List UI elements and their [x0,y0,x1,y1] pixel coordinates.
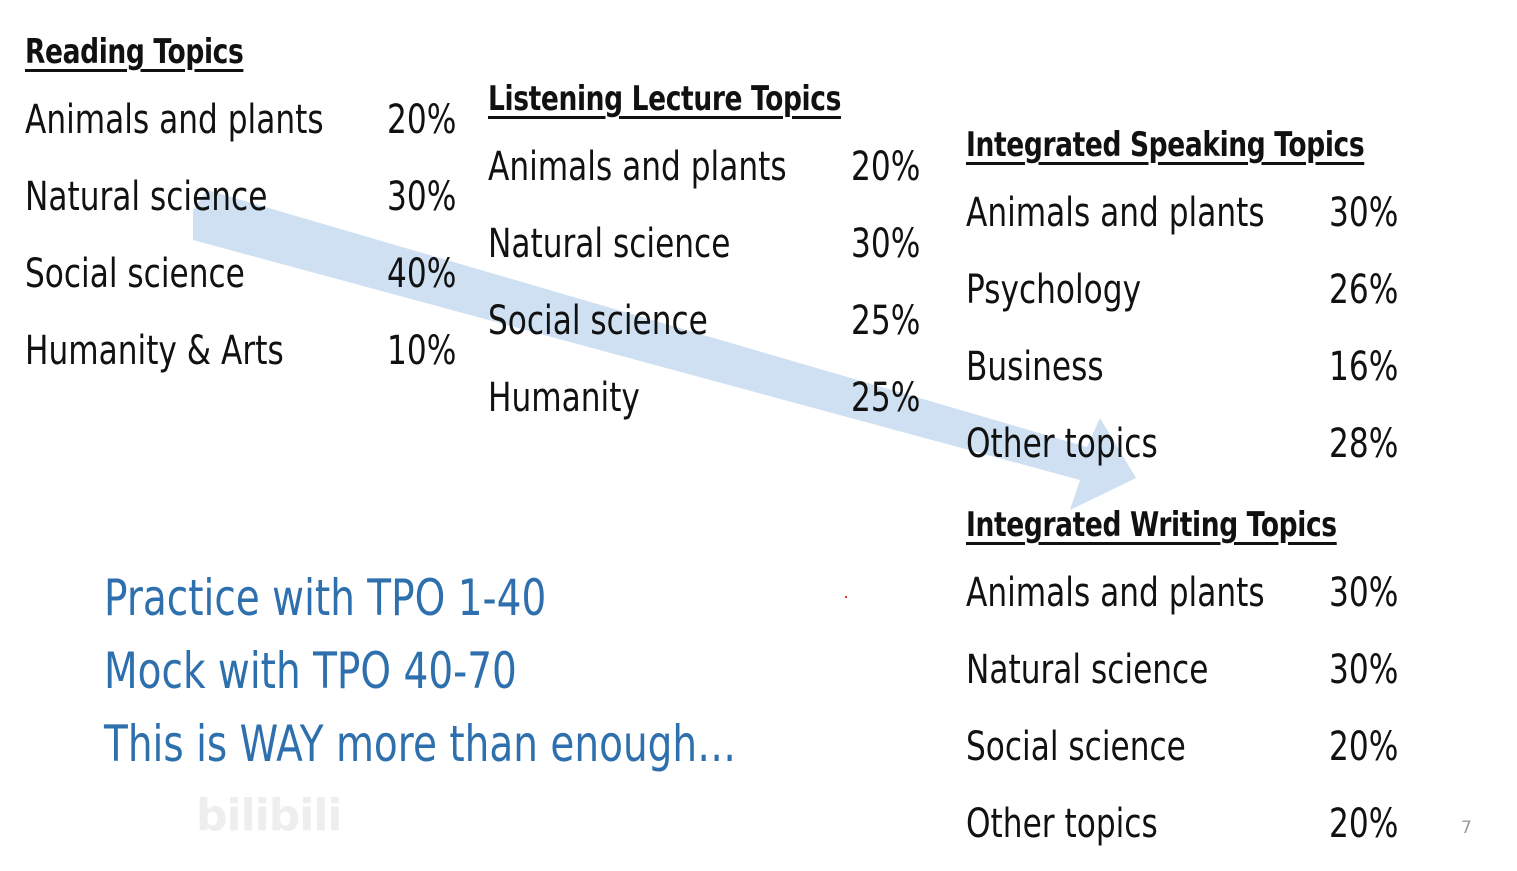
practice-note: Practice with TPO 1-40 Mock with TPO 40-… [104,562,914,781]
list-item: Humanity 25% [488,368,941,445]
list-item: Animals and plants 20% [488,137,941,214]
red-dot-mark [845,596,847,598]
topic-percent: 20% [851,144,921,190]
topic-label: Natural science [488,221,731,267]
topic-label: Animals and plants [966,190,1265,236]
list-item: Business 16% [966,337,1477,414]
topic-percent: 30% [1329,647,1399,693]
list-item: Social science 40% [25,244,456,321]
writing-topics-section: Integrated Writing Topics Animals and pl… [966,503,1441,871]
topic-percent: 20% [387,97,457,143]
listening-topics-section: Listening Lecture Topics Animals and pla… [488,77,941,445]
topic-percent: 30% [387,174,457,220]
list-item: Animals and plants 20% [25,90,456,167]
list-item: Natural science 30% [25,167,456,244]
topic-label: Animals and plants [488,144,787,190]
topic-label: Social science [966,724,1186,770]
list-item: Other topics 28% [966,414,1477,491]
slide-number: 7 [1461,818,1472,838]
note-line: Mock with TPO 40-70 [104,642,517,700]
topic-percent: 16% [1329,344,1399,390]
reading-topics-heading: Reading Topics [25,32,244,72]
topic-label: Psychology [966,267,1142,313]
topic-label: Animals and plants [966,570,1265,616]
list-item: Social science 25% [488,291,941,368]
listening-topics-heading: Listening Lecture Topics [488,79,841,119]
topic-label: Social science [488,298,708,344]
topic-percent: 20% [1329,724,1399,770]
topic-label: Natural science [966,647,1209,693]
topic-label: Natural science [25,174,268,220]
list-item: Natural science 30% [488,214,941,291]
arrow-shape [193,190,1136,510]
topic-percent: 20% [1329,801,1399,847]
topic-percent: 10% [387,328,457,374]
topic-percent: 25% [851,298,921,344]
topic-label: Other topics [966,801,1158,847]
topic-label: Business [966,344,1104,390]
topic-percent: 30% [1329,190,1399,236]
speaking-topics-heading: Integrated Speaking Topics [966,125,1365,165]
reading-topics-section: Reading Topics Animals and plants 20% Na… [25,30,456,398]
topic-percent: 28% [1329,421,1399,467]
list-item: Humanity & Arts 10% [25,321,456,398]
topic-percent: 30% [1329,570,1399,616]
bilibili-watermark: bilibili [196,790,342,841]
list-item: Other topics 20% [966,794,1441,871]
topic-percent: 25% [851,375,921,421]
topic-label: Humanity [488,375,640,421]
writing-topics-heading: Integrated Writing Topics [966,505,1337,545]
topic-label: Humanity & Arts [25,328,284,374]
topic-percent: 26% [1329,267,1399,313]
topic-label: Animals and plants [25,97,324,143]
list-item: Psychology 26% [966,260,1477,337]
speaking-topics-section: Integrated Speaking Topics Animals and p… [966,123,1477,491]
topic-percent: 40% [387,251,457,297]
topic-label: Other topics [966,421,1158,467]
topic-label: Social science [25,251,245,297]
list-item: Animals and plants 30% [966,563,1441,640]
note-line: This is WAY more than enough… [104,715,737,773]
topic-percent: 30% [851,221,921,267]
list-item: Natural science 30% [966,640,1441,717]
list-item: Social science 20% [966,717,1441,794]
list-item: Animals and plants 30% [966,183,1477,260]
note-line: Practice with TPO 1-40 [104,569,547,627]
